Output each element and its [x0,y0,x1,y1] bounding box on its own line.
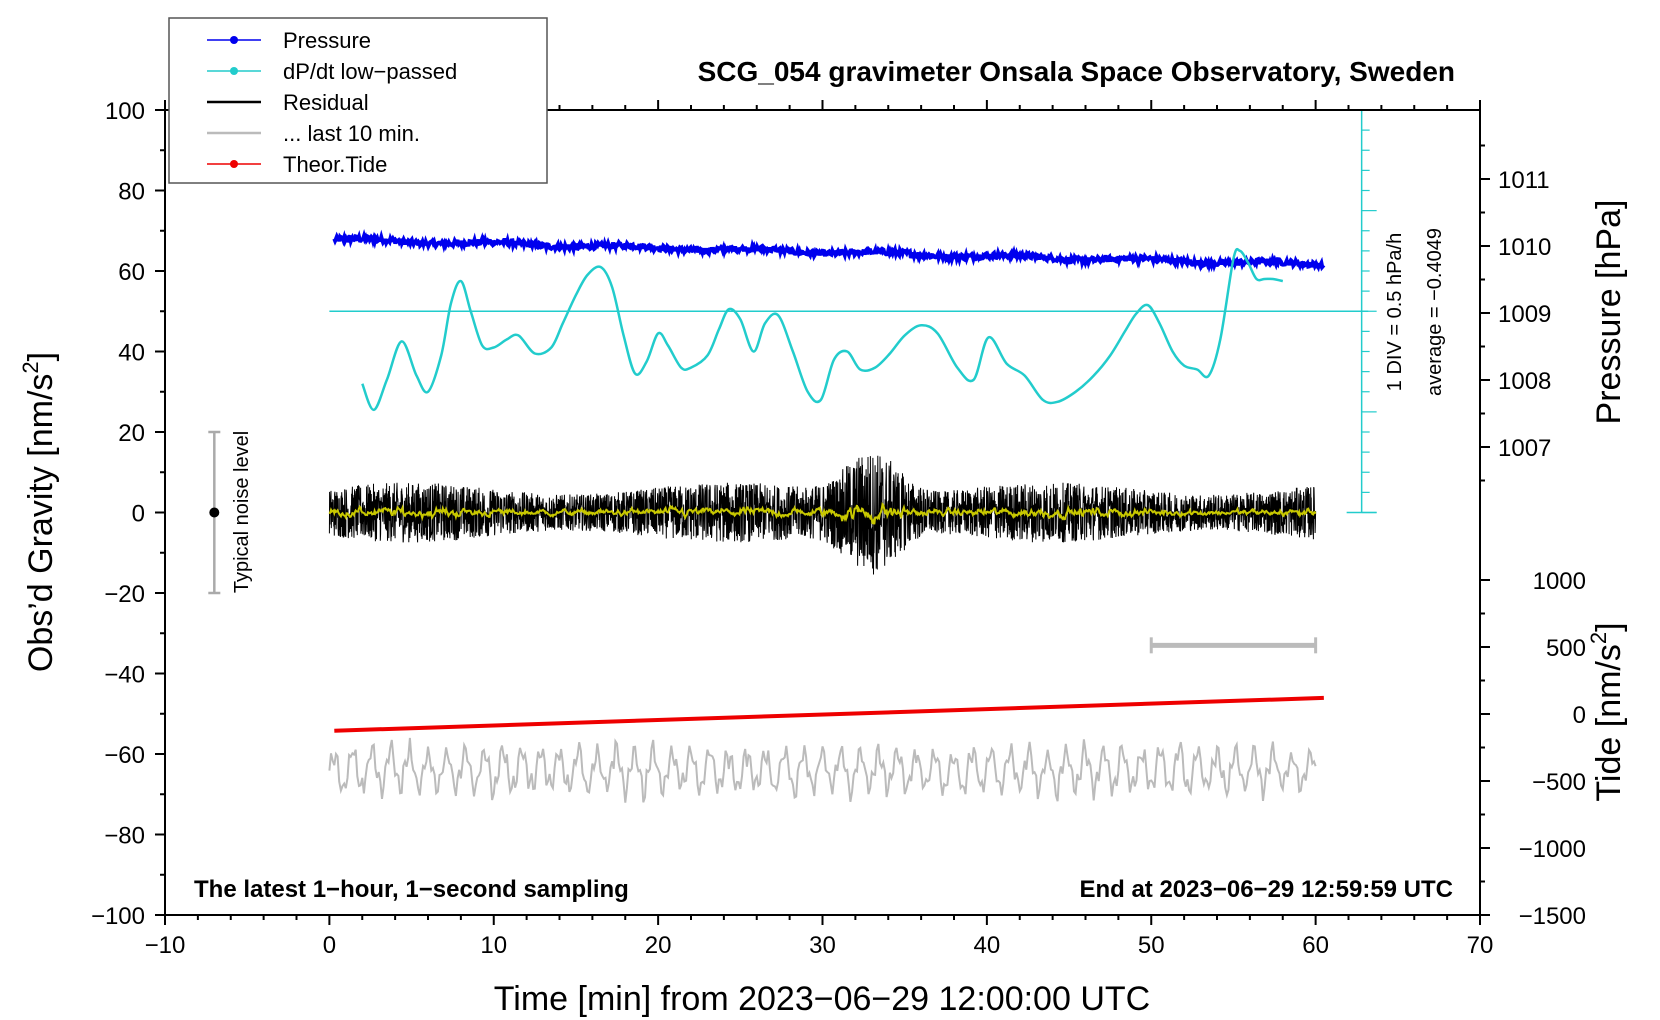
dpdt-series [361,247,1284,412]
pressure-tick-label: 1007 [1498,435,1551,462]
legend-label: Residual [283,90,369,115]
tide-tick-label: 1000 [1533,568,1586,595]
dpdt-scale-label: 1 DIV = 0.5 hPa/h [1384,233,1406,391]
pressure-line [332,228,1326,274]
legend-marker [230,160,238,168]
y-tick-label: −80 [104,823,145,850]
legend-label: Pressure [283,28,371,53]
x-tick-label: 70 [1467,932,1494,959]
x-tick-label: 10 [480,932,507,959]
y-tick-label: 40 [118,340,145,367]
pressure-tick-label: 1009 [1498,301,1551,328]
noise-level-layer [208,430,221,595]
bottom-left-note: The latest 1−hour, 1−second sampling [194,876,629,903]
y-tick-label: −20 [104,581,145,608]
y-tick-label: 0 [132,501,145,528]
y-axis-label-tide-main: Tide [nm/s [1590,644,1628,801]
legend-label: Theor.Tide [283,152,387,177]
y-tick-label: 80 [118,179,145,206]
bottom-right-note: End at 2023−06−29 12:59:59 UTC [1079,876,1453,903]
x-tick-label: 0 [323,932,336,959]
pressure-tick-labels: 1011 1010 1009 1008 1007 [1498,167,1551,462]
pressure-series [332,228,1326,274]
legend-label: dP/dt low−passed [283,59,457,84]
dpdt-average-label: average = −0.4049 [1424,228,1446,396]
chart-title: SCG_054 gravimeter Onsala Space Observat… [698,56,1455,87]
legend-marker [230,36,238,44]
tide-tick-label: 500 [1546,635,1586,662]
y-axis-label-tide: Tide [nm/s2] [1586,622,1628,801]
x-tick-label: −10 [145,932,186,959]
tide-tick-label: −500 [1532,769,1586,796]
y-axis-label-tide-end: ] [1590,622,1628,631]
dpdt-scale-layer [1346,109,1377,514]
axis-ticks [155,100,1490,925]
tide-series [334,695,1324,733]
last10-bar-layer [1149,637,1318,654]
pressure-tick-label: 1008 [1498,368,1551,395]
y-tick-label: 60 [118,259,145,286]
y-tick-label: −40 [104,662,145,689]
legend-box [168,17,548,184]
legend-label: ... last 10 min. [283,121,420,146]
y-tick-label: 100 [105,98,145,125]
pressure-tick-label: 1010 [1498,234,1551,261]
last10-line [328,737,1317,803]
x-tick-label: 20 [645,932,672,959]
y-axis-label-left-sup: 2 [18,361,43,373]
x-tick-label: 30 [809,932,836,959]
tide-tick-labels: 1000 500 0 −500 −1000 −1500 [1519,568,1586,930]
x-tick-label: 60 [1302,932,1329,959]
last10-series [328,737,1317,803]
noise-level-label: Typical noise level [231,431,253,593]
x-tick-label: 40 [974,932,1001,959]
tide-tick-label: −1500 [1519,903,1586,930]
tide-line [334,695,1324,733]
y-axis-label-left-end: ] [22,352,60,361]
y-left-tick-labels: 100 80 60 40 20 0 −20 −40 −60 −80 −100 [91,98,145,930]
residual-smoothed-line [328,501,1317,525]
residual-series [328,455,1317,575]
y-tick-label: −100 [91,903,145,930]
tide-tick-label: −1000 [1519,836,1586,863]
y-axis-label-left-main: Obs’d Gravity [nm/s [22,374,60,673]
y-axis-label-pressure: Pressure [hPa] [1590,200,1628,425]
x-tick-labels: −10 0 10 20 30 40 50 60 70 [145,932,1494,959]
residual-smoothed-series [328,501,1317,525]
legend: Pressure dP/dt low−passed Residual ... last… [168,17,548,184]
legend-entries: Pressure dP/dt low−passed Residual ... last… [207,28,457,177]
residual-line [328,455,1317,575]
y-tick-label: 20 [118,420,145,447]
y-axis-label-left: Obs’d Gravity [nm/s2] [18,352,60,672]
legend-marker [230,67,238,75]
dpdt-line [361,247,1284,412]
y-axis-label-tide-sup: 2 [1586,632,1611,644]
y-tick-label: −60 [104,742,145,769]
x-axis-label: Time [min] from 2023−06−29 12:00:00 UTC [494,980,1150,1018]
pressure-tick-label: 1011 [1498,167,1550,194]
x-tick-label: 50 [1138,932,1165,959]
noise-level-dot [209,507,220,518]
tide-tick-label: 0 [1573,702,1586,729]
